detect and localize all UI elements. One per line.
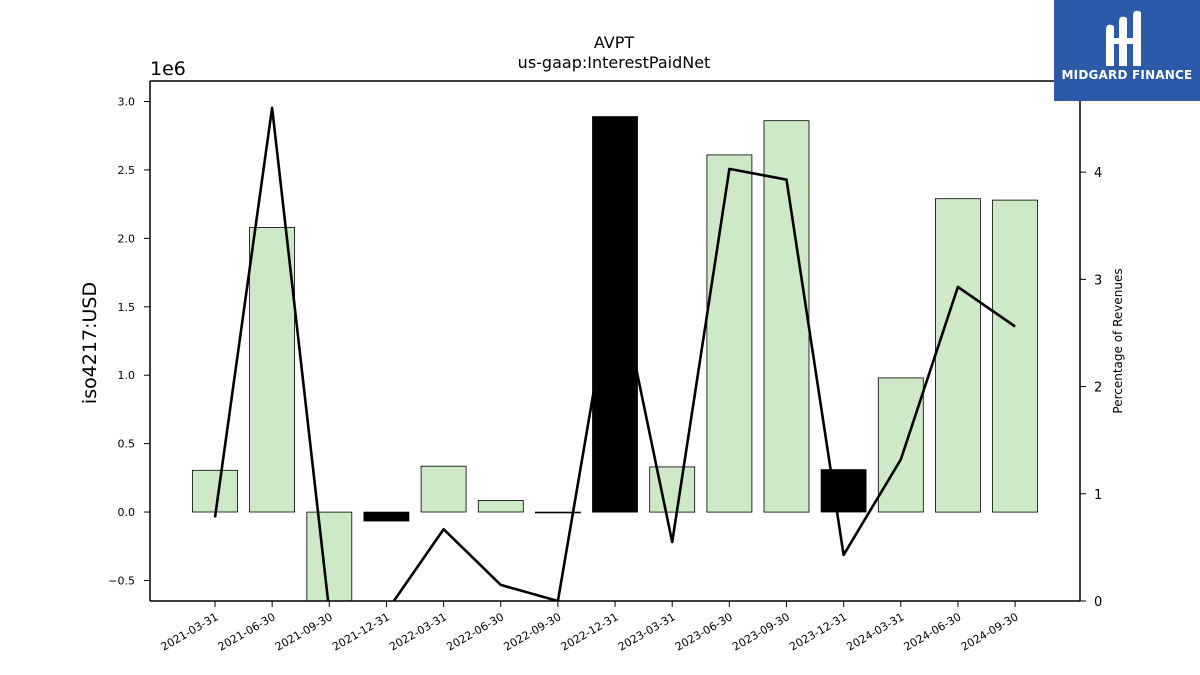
y2-tick-label: 2 — [1094, 381, 1102, 396]
x-tick-label: 2022-09-30 — [502, 610, 564, 653]
bar-2021-03-31 — [192, 469, 238, 513]
chart-subtitle: us-gaap:InterestPaidNet — [518, 53, 711, 72]
bar-2021-09-30 — [306, 511, 353, 601]
bars-group — [192, 116, 1038, 601]
bar-2022-12-31 — [592, 116, 638, 513]
bar-2021-12-31 — [363, 511, 410, 522]
percentage-line — [213, 106, 1016, 601]
bar-2024-09-30 — [992, 199, 1038, 513]
x-tick-label: 2023-06-30 — [673, 610, 735, 653]
x-tick-label: 2022-12-31 — [559, 610, 621, 653]
x-tick-label: 2022-06-30 — [444, 610, 506, 653]
chart-title: AVPT — [594, 33, 635, 52]
x-tick-label: 2024-06-30 — [902, 610, 964, 653]
x-tick-label: 2024-09-30 — [959, 610, 1021, 653]
x-tick-label: 2021-03-31 — [159, 610, 221, 653]
y2-axis-label: Percentage of Revenues — [1111, 268, 1125, 413]
x-tick-label: 2023-12-31 — [787, 610, 849, 653]
y-tick-label: 1.0 — [118, 369, 136, 382]
y-tick-label: 1.5 — [118, 301, 136, 314]
y-tick-label: 0.5 — [118, 438, 136, 451]
bar-2024-06-30 — [935, 198, 981, 513]
y-tick-label: 2.5 — [118, 164, 136, 177]
y-multiplier-label: 1e6 — [150, 58, 186, 80]
x-tick-label: 2021-12-31 — [330, 610, 392, 653]
x-tick-label: 2021-09-30 — [273, 610, 335, 653]
y2-tick-label: 4 — [1094, 166, 1102, 181]
y2-tick-label: 1 — [1094, 488, 1102, 503]
y2-tick-label: 3 — [1094, 273, 1102, 288]
line-group — [213, 106, 1016, 601]
x-tick-label: 2023-03-31 — [616, 610, 678, 653]
y-tick-label: −0.5 — [108, 574, 135, 587]
logo-mark-icon — [1106, 10, 1141, 67]
y-tick-label: 3.0 — [118, 96, 136, 109]
bar-2022-03-31 — [420, 465, 467, 513]
y-axis-label: iso4217:USD — [79, 282, 101, 404]
bar-2022-09-30 — [535, 511, 581, 514]
x-tick-label: 2022-03-31 — [387, 610, 449, 653]
y-tick-label: 0.0 — [118, 506, 136, 519]
bar-2023-12-31 — [820, 469, 867, 513]
bar-2023-03-31 — [649, 466, 696, 513]
y2-tick-label: 0 — [1094, 595, 1102, 610]
bar-2023-06-30 — [706, 154, 753, 513]
x-tick-label: 2023-09-30 — [730, 610, 792, 653]
y-tick-label: 2.0 — [118, 232, 136, 245]
bar-2024-03-31 — [877, 377, 924, 513]
logo-text: MIDGARD FINANCE — [1061, 68, 1193, 82]
bar-2022-06-30 — [477, 499, 524, 513]
brand-logo: MIDGARD FINANCE — [1054, 0, 1200, 101]
x-tick-label: 2021-06-30 — [216, 610, 278, 653]
bar-2021-06-30 — [249, 226, 296, 513]
x-tick-label: 2024-03-31 — [844, 610, 906, 653]
